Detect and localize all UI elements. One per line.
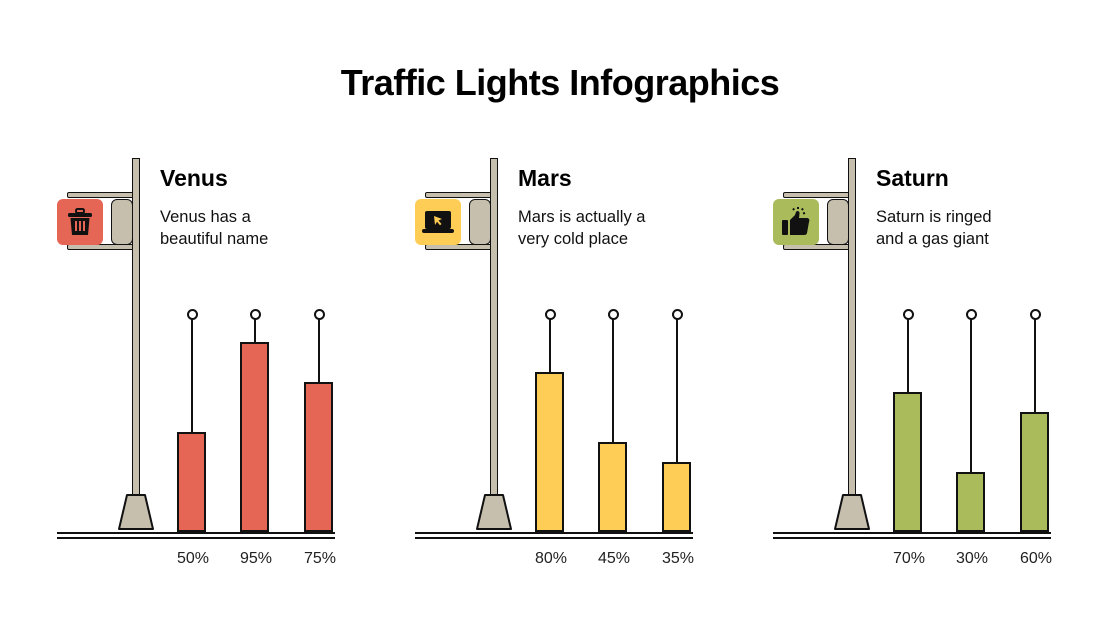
bar bbox=[177, 432, 206, 532]
icon-badge bbox=[57, 199, 103, 245]
ground-line bbox=[773, 532, 1051, 534]
bar-value-label: 50% bbox=[176, 550, 210, 567]
bar-marker-knob bbox=[187, 309, 198, 320]
bar-marker-knob bbox=[608, 309, 619, 320]
bar-column: 80% bbox=[535, 0, 567, 630]
bar-column: 70% bbox=[893, 0, 925, 630]
group-description: Venus has a beautiful name bbox=[160, 206, 340, 250]
group-heading: Mars bbox=[518, 165, 572, 191]
ground-line bbox=[57, 532, 335, 534]
thumbs-up-icon bbox=[780, 206, 812, 238]
bar-value-label: 30% bbox=[955, 550, 989, 567]
bar-value-label: 35% bbox=[661, 550, 695, 567]
bar-marker-stem bbox=[970, 318, 972, 472]
description-line-1: Mars is actually a bbox=[518, 208, 646, 226]
bar-marker-knob bbox=[1030, 309, 1041, 320]
bar-marker-stem bbox=[1034, 318, 1036, 412]
traffic-light-group-mars: Mars Mars is actually a very cold place … bbox=[358, 0, 716, 630]
bar-marker-stem bbox=[254, 318, 256, 342]
bar-value-label: 95% bbox=[239, 550, 273, 567]
ground-line bbox=[773, 537, 1051, 539]
traffic-lamp bbox=[827, 199, 849, 245]
bar-marker-stem bbox=[676, 318, 678, 462]
description-line-1: Saturn is ringed bbox=[876, 208, 992, 226]
page-title: Traffic Lights Infographics bbox=[340, 62, 780, 103]
bar bbox=[240, 342, 269, 532]
traffic-pole bbox=[848, 158, 856, 497]
bar-marker-knob bbox=[545, 309, 556, 320]
ground-line bbox=[415, 532, 693, 534]
bar bbox=[893, 392, 922, 532]
housing-arm-top bbox=[425, 192, 494, 198]
traffic-light-group-venus: Venus Venus has a beautiful name 50% 95% 7… bbox=[0, 0, 358, 630]
bar-marker-knob bbox=[250, 309, 261, 320]
bar-column: 50% bbox=[177, 0, 209, 630]
bar-value-label: 45% bbox=[597, 550, 631, 567]
bar-value-label: 60% bbox=[1019, 550, 1053, 567]
pole-base bbox=[834, 494, 870, 530]
bar-marker-stem bbox=[612, 318, 614, 442]
bar bbox=[662, 462, 691, 532]
icon-badge bbox=[415, 199, 461, 245]
bar-column: 95% bbox=[240, 0, 272, 630]
bar-marker-knob bbox=[966, 309, 977, 320]
bar bbox=[598, 442, 627, 532]
group-description: Mars is actually a very cold place bbox=[518, 206, 698, 250]
description-line-1: Venus has a bbox=[160, 208, 251, 226]
bar bbox=[304, 382, 333, 532]
description-line-2: and a gas giant bbox=[876, 230, 989, 248]
traffic-lamp bbox=[111, 199, 133, 245]
pole-base bbox=[118, 494, 154, 530]
bar-marker-stem bbox=[191, 318, 193, 432]
group-description: Saturn is ringed and a gas giant bbox=[876, 206, 1056, 250]
group-heading: Saturn bbox=[876, 165, 949, 191]
bar-column: 75% bbox=[304, 0, 336, 630]
description-line-2: very cold place bbox=[518, 230, 629, 248]
bar-column: 60% bbox=[1020, 0, 1052, 630]
traffic-pole bbox=[490, 158, 498, 497]
traffic-pole bbox=[132, 158, 140, 497]
bar-marker-stem bbox=[318, 318, 320, 382]
housing-arm-top bbox=[67, 192, 136, 198]
bar-column: 35% bbox=[662, 0, 694, 630]
bar-value-label: 75% bbox=[303, 550, 337, 567]
icon-badge bbox=[773, 199, 819, 245]
bar-marker-stem bbox=[907, 318, 909, 392]
traffic-lamp bbox=[469, 199, 491, 245]
housing-arm-top bbox=[783, 192, 852, 198]
bar bbox=[956, 472, 985, 532]
bar-value-label: 70% bbox=[892, 550, 926, 567]
bar-marker-knob bbox=[672, 309, 683, 320]
bar-marker-stem bbox=[549, 318, 551, 372]
bar bbox=[1020, 412, 1049, 532]
bar-marker-knob bbox=[903, 309, 914, 320]
pole-base bbox=[476, 494, 512, 530]
ground-line bbox=[57, 537, 335, 539]
trash-icon bbox=[67, 208, 93, 236]
bar bbox=[535, 372, 564, 532]
group-heading: Venus bbox=[160, 165, 228, 191]
description-line-2: beautiful name bbox=[160, 230, 269, 248]
bar-column: 45% bbox=[598, 0, 630, 630]
bar-column: 30% bbox=[956, 0, 988, 630]
laptop-cursor-icon bbox=[422, 210, 454, 234]
ground-line bbox=[415, 537, 693, 539]
traffic-light-group-saturn: Saturn Saturn is ringed and a gas giant … bbox=[716, 0, 1074, 630]
bar-value-label: 80% bbox=[534, 550, 568, 567]
bar-marker-knob bbox=[314, 309, 325, 320]
